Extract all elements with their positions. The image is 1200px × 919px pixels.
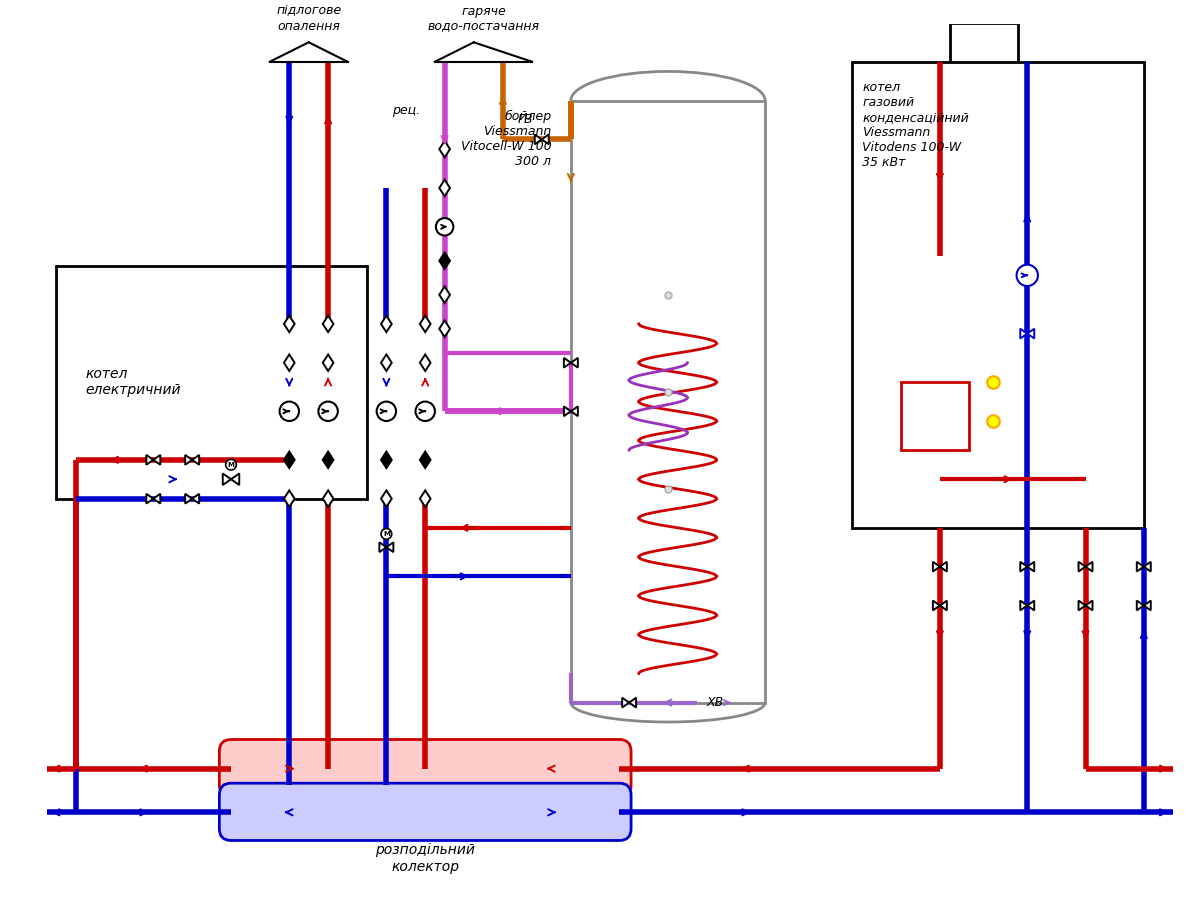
Polygon shape bbox=[571, 357, 578, 368]
Polygon shape bbox=[192, 494, 199, 504]
Text: рец.: рец. bbox=[392, 104, 420, 117]
Polygon shape bbox=[223, 473, 232, 485]
Polygon shape bbox=[146, 455, 154, 465]
Polygon shape bbox=[541, 134, 548, 144]
Polygon shape bbox=[1086, 562, 1092, 572]
Circle shape bbox=[226, 460, 236, 470]
Text: котел
газовий
конденсаційний
Viessmann
Vitodens 100-W
35 кВт: котел газовий конденсаційний Viessmann V… bbox=[862, 81, 968, 169]
Polygon shape bbox=[185, 494, 192, 504]
Text: ГВ: ГВ bbox=[517, 113, 533, 127]
Polygon shape bbox=[571, 406, 578, 416]
Polygon shape bbox=[564, 357, 571, 368]
Polygon shape bbox=[323, 355, 334, 371]
Bar bbox=[852, 62, 1144, 528]
Circle shape bbox=[377, 402, 396, 421]
Polygon shape bbox=[439, 321, 450, 337]
Circle shape bbox=[318, 402, 338, 421]
Polygon shape bbox=[940, 562, 947, 572]
Polygon shape bbox=[932, 601, 940, 610]
Polygon shape bbox=[420, 315, 431, 332]
Circle shape bbox=[382, 528, 391, 539]
Polygon shape bbox=[420, 451, 431, 468]
Polygon shape bbox=[146, 494, 154, 504]
Bar bbox=[901, 382, 968, 450]
Text: розподільний
колектор: розподільний колектор bbox=[376, 844, 475, 874]
Polygon shape bbox=[232, 473, 239, 485]
Polygon shape bbox=[535, 134, 541, 144]
Polygon shape bbox=[1086, 601, 1092, 610]
Polygon shape bbox=[284, 491, 295, 507]
Polygon shape bbox=[284, 451, 295, 468]
Polygon shape bbox=[564, 406, 571, 416]
Polygon shape bbox=[1020, 329, 1027, 338]
Polygon shape bbox=[420, 491, 431, 507]
Text: ХВ: ХВ bbox=[707, 696, 724, 709]
Polygon shape bbox=[940, 601, 947, 610]
Polygon shape bbox=[622, 698, 629, 708]
Polygon shape bbox=[1027, 601, 1034, 610]
Text: M: M bbox=[228, 461, 234, 468]
Polygon shape bbox=[1027, 329, 1034, 338]
Polygon shape bbox=[382, 491, 391, 507]
Text: підлогове
опалення: підлогове опалення bbox=[276, 5, 341, 32]
Polygon shape bbox=[1020, 601, 1027, 610]
Polygon shape bbox=[1020, 562, 1027, 572]
Polygon shape bbox=[379, 542, 386, 552]
Polygon shape bbox=[439, 253, 450, 269]
Polygon shape bbox=[382, 451, 391, 468]
Text: M: M bbox=[383, 531, 390, 537]
Bar bbox=[571, 100, 766, 703]
Polygon shape bbox=[382, 355, 391, 371]
Bar bbox=[56, 266, 367, 499]
Polygon shape bbox=[1144, 601, 1151, 610]
Polygon shape bbox=[439, 180, 450, 196]
Polygon shape bbox=[284, 315, 295, 332]
Polygon shape bbox=[323, 491, 334, 507]
Polygon shape bbox=[154, 494, 161, 504]
Polygon shape bbox=[323, 451, 334, 468]
Polygon shape bbox=[284, 355, 295, 371]
Polygon shape bbox=[1136, 601, 1144, 610]
FancyBboxPatch shape bbox=[220, 740, 631, 797]
Polygon shape bbox=[932, 562, 940, 572]
Polygon shape bbox=[439, 287, 450, 303]
Polygon shape bbox=[154, 455, 161, 465]
Polygon shape bbox=[386, 542, 394, 552]
Polygon shape bbox=[1136, 562, 1144, 572]
Circle shape bbox=[280, 402, 299, 421]
FancyBboxPatch shape bbox=[220, 783, 631, 841]
Polygon shape bbox=[185, 455, 192, 465]
Polygon shape bbox=[1079, 601, 1086, 610]
Polygon shape bbox=[382, 315, 391, 332]
Polygon shape bbox=[439, 141, 450, 157]
Text: котел
електричний: котел електричний bbox=[85, 367, 181, 397]
Circle shape bbox=[1016, 265, 1038, 286]
Polygon shape bbox=[323, 315, 334, 332]
Polygon shape bbox=[420, 355, 431, 371]
Circle shape bbox=[415, 402, 434, 421]
Polygon shape bbox=[1144, 562, 1151, 572]
Text: гаряче
водо-постачання: гаряче водо-постачання bbox=[427, 5, 540, 32]
Text: бойлер
Viessmann
Vitocell-W 100
300 л: бойлер Viessmann Vitocell-W 100 300 л bbox=[461, 110, 552, 168]
Polygon shape bbox=[1027, 562, 1034, 572]
Circle shape bbox=[436, 218, 454, 235]
Polygon shape bbox=[629, 698, 636, 708]
Polygon shape bbox=[192, 455, 199, 465]
Polygon shape bbox=[1079, 562, 1086, 572]
